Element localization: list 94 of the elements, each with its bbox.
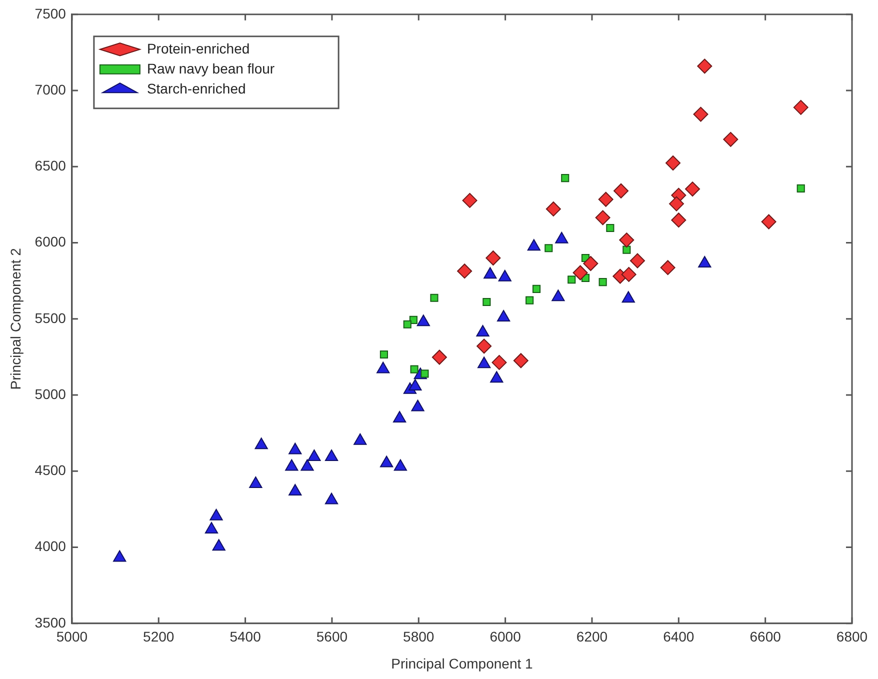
y-tick-label: 5000 (34, 386, 66, 402)
point (254, 438, 268, 450)
y-tick-label: 4000 (34, 538, 66, 554)
point (497, 310, 510, 322)
y-tick-label: 6000 (34, 234, 66, 250)
point (622, 291, 635, 303)
point (113, 550, 126, 562)
point (288, 484, 302, 496)
y-axis-title: Principal Component 2 (7, 248, 24, 390)
point (462, 192, 478, 208)
point (619, 232, 634, 248)
point (598, 278, 607, 286)
legend-label: Starch-enriched (146, 80, 246, 96)
x-tick-label: 5200 (143, 628, 174, 645)
point (411, 400, 424, 412)
point (476, 338, 492, 354)
point (630, 253, 645, 268)
point (482, 298, 491, 306)
x-tick-label: 6200 (576, 628, 608, 645)
point (614, 183, 629, 198)
point (793, 100, 808, 115)
point (666, 155, 681, 170)
point (583, 256, 598, 271)
point (486, 250, 501, 266)
point (796, 184, 805, 192)
point (416, 314, 430, 326)
point (546, 201, 561, 216)
point (685, 182, 700, 197)
x-tick-label: 5400 (230, 628, 262, 645)
point (622, 246, 631, 254)
point (568, 276, 576, 284)
point (490, 371, 504, 383)
point (761, 214, 776, 230)
point (552, 290, 565, 302)
point (526, 296, 534, 304)
y-tick-label: 3500 (34, 614, 66, 630)
x-tick-label: 5800 (403, 628, 434, 645)
point (380, 456, 394, 468)
point (723, 132, 738, 147)
x-tick-label: 6600 (750, 628, 782, 645)
point (380, 350, 388, 359)
point (249, 476, 262, 488)
point (598, 192, 614, 207)
point (308, 449, 321, 461)
point (324, 492, 338, 504)
point (492, 354, 507, 370)
point (561, 174, 570, 182)
point (430, 294, 438, 302)
point (212, 539, 226, 551)
point (324, 449, 338, 461)
point (693, 106, 708, 122)
point (403, 320, 412, 328)
point (660, 260, 676, 276)
point (668, 196, 684, 212)
point (513, 353, 528, 368)
point (476, 324, 490, 336)
point (671, 212, 686, 228)
point (621, 266, 636, 282)
point (354, 433, 367, 445)
point (478, 356, 491, 368)
point (697, 58, 712, 74)
y-tick-label: 5500 (34, 310, 66, 326)
legend-label: Raw navy bean flour (146, 60, 275, 76)
x-axis-title: Principal Component 1 (391, 655, 533, 672)
x-tick-label: 6000 (490, 628, 522, 645)
point (432, 350, 447, 365)
point (393, 410, 406, 422)
point (394, 459, 407, 471)
point (572, 265, 588, 280)
point (544, 244, 553, 252)
point (527, 239, 540, 251)
x-tick-label: 5000 (56, 628, 88, 645)
point (300, 459, 314, 471)
point (457, 264, 472, 279)
point (376, 362, 390, 374)
point (595, 210, 610, 226)
point (498, 270, 512, 282)
point (288, 442, 302, 454)
point (204, 522, 218, 534)
point (410, 365, 418, 374)
y-tick-label: 7500 (34, 5, 66, 22)
y-tick-label: 6500 (34, 158, 66, 174)
point (606, 224, 614, 232)
point (408, 379, 422, 390)
x-tick-label: 6800 (836, 628, 868, 645)
point (210, 508, 223, 520)
point (532, 284, 541, 293)
x-tick-label: 6400 (663, 628, 694, 645)
x-tick-label: 5600 (316, 628, 348, 645)
y-tick-label: 7000 (34, 81, 66, 98)
point (285, 459, 298, 471)
y-tick-label: 4500 (34, 462, 66, 478)
legend-label: Protein-enriched (146, 40, 250, 56)
point (484, 267, 497, 279)
